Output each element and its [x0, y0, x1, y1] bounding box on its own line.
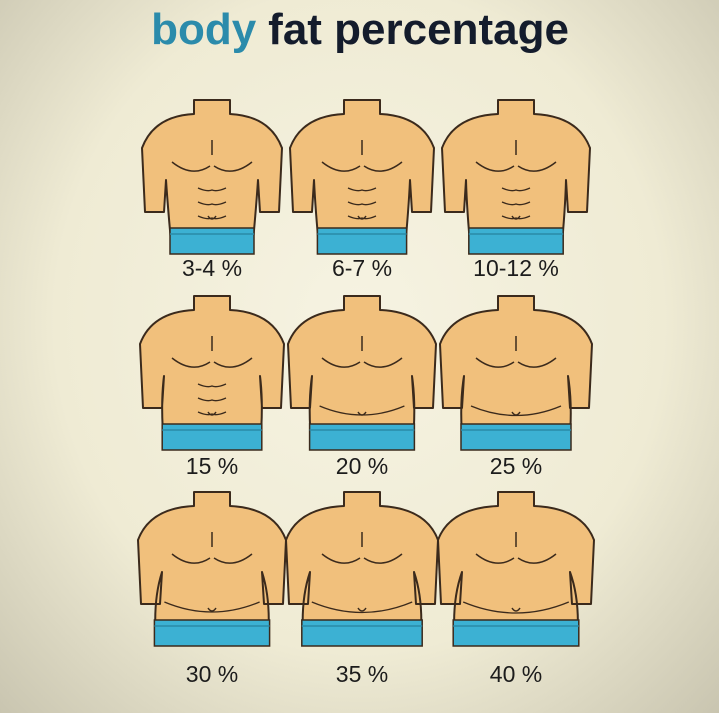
ab-line: [197, 215, 227, 220]
panel-label: 10-12 %: [473, 255, 559, 281]
panel-label: 40 %: [490, 661, 542, 687]
navel: [207, 607, 217, 612]
title-highlight: body: [151, 5, 257, 54]
title: body fat percentage: [151, 5, 569, 54]
ab-line: [197, 201, 227, 206]
panel-label: 35 %: [336, 661, 388, 687]
chest-line: [171, 357, 253, 368]
shorts: [316, 227, 408, 255]
panel-label: 30 %: [186, 661, 238, 687]
chest-line: [321, 553, 403, 564]
ab-line: [501, 201, 531, 206]
chest-line: [321, 161, 403, 172]
navel: [357, 411, 367, 416]
navel: [207, 215, 217, 220]
chest-line: [321, 357, 403, 368]
navel: [357, 607, 367, 612]
belly-line: [462, 601, 570, 614]
shorts: [452, 619, 580, 647]
shorts: [460, 423, 572, 451]
ab-line: [347, 187, 377, 192]
shorts: [308, 423, 416, 451]
shorts: [301, 619, 423, 647]
ab-line: [501, 215, 531, 220]
navel: [511, 411, 521, 416]
panel-label: 6-7 %: [332, 255, 392, 281]
belly-line: [311, 601, 413, 614]
panel-label: 25 %: [490, 453, 542, 479]
chest-line: [171, 161, 253, 172]
navel: [511, 607, 521, 612]
chest-line: [475, 357, 557, 368]
panel-label: 3-4 %: [182, 255, 242, 281]
shorts: [169, 227, 255, 255]
shorts: [161, 423, 263, 451]
chest-line: [475, 161, 557, 172]
ab-line: [347, 201, 377, 206]
shorts: [468, 227, 564, 255]
ab-line: [347, 215, 377, 220]
ab-line: [197, 187, 227, 192]
panel-label: 15 %: [186, 453, 238, 479]
navel: [207, 411, 217, 416]
ab-line: [197, 383, 227, 388]
title-rest: fat percentage: [268, 5, 569, 54]
belly-line: [164, 601, 260, 613]
ab-line: [197, 397, 227, 402]
navel: [357, 215, 367, 220]
panel-label: 20 %: [336, 453, 388, 479]
ab-line: [197, 411, 227, 416]
chest-line: [171, 553, 253, 564]
navel: [511, 215, 521, 220]
ab-line: [501, 187, 531, 192]
shorts: [153, 619, 271, 647]
chest-line: [475, 553, 557, 564]
